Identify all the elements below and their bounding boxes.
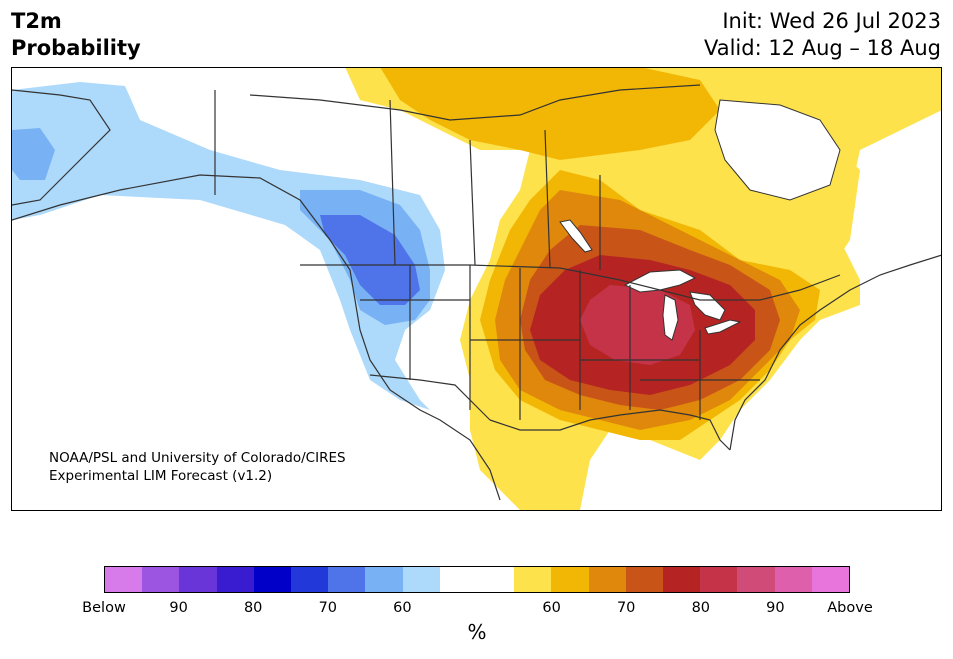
colorbar-swatch bbox=[328, 567, 366, 592]
colorbar-tick-label: 60 bbox=[393, 600, 412, 616]
map-title: T2m Probability bbox=[11, 8, 141, 62]
colorbar-swatch bbox=[663, 567, 701, 592]
colorbar-tick-label: 80 bbox=[243, 600, 263, 616]
colorbar bbox=[104, 566, 850, 593]
colorbar-swatch bbox=[439, 567, 478, 592]
below-80-area bbox=[320, 215, 420, 305]
colorbar-swatch bbox=[588, 567, 626, 592]
hudson-bay bbox=[714, 99, 841, 201]
credit-line-2: Experimental LIM Forecast (v1.2) bbox=[49, 468, 273, 484]
title-type: Probability bbox=[11, 36, 141, 60]
colorbar-tick-label: 80 bbox=[691, 600, 711, 616]
arctic-coast bbox=[249, 84, 701, 121]
colorbar-swatch bbox=[774, 567, 812, 592]
above-70-area-north bbox=[380, 67, 720, 160]
colorbar-swatch bbox=[365, 567, 403, 592]
coastlines-borders bbox=[12, 84, 942, 501]
colorbar-swatch bbox=[402, 567, 440, 592]
credit-line-1: NOAA/PSL and University of Colorado/CIRE… bbox=[49, 450, 346, 466]
colorbar-tick-label: Below bbox=[82, 600, 126, 616]
colorbar-swatch bbox=[737, 567, 775, 592]
colorbar-swatch bbox=[625, 567, 664, 592]
lake-superior bbox=[623, 269, 697, 293]
colorbar-tick-label: Above bbox=[827, 600, 873, 616]
colorbar-tick-label: 70 bbox=[318, 600, 338, 616]
colorbar-swatch bbox=[142, 567, 180, 592]
colorbar-swatch bbox=[811, 567, 850, 592]
us-canada-border bbox=[300, 264, 841, 301]
pacific-coast bbox=[12, 174, 501, 501]
forecast-dates: Init: Wed 26 Jul 2023 Valid: 12 Aug – 18… bbox=[704, 8, 941, 62]
province-lines bbox=[214, 90, 601, 270]
alaska-coast bbox=[12, 89, 111, 206]
credit-text: NOAA/PSL and University of Colorado/CIRE… bbox=[49, 449, 346, 485]
title-variable: T2m bbox=[11, 9, 62, 33]
below-70-area-alaska bbox=[12, 128, 55, 180]
colorbar-swatch bbox=[477, 567, 515, 592]
lake-erie bbox=[704, 319, 742, 335]
atlantic-coast bbox=[729, 254, 942, 451]
colorbar-swatch bbox=[253, 567, 292, 592]
below-normal-region bbox=[12, 82, 445, 410]
colorbar-swatch bbox=[551, 567, 589, 592]
lake-winnipeg bbox=[559, 219, 593, 253]
colorbar-tick-label: 90 bbox=[766, 600, 785, 616]
colorbar-tick-label: 60 bbox=[542, 600, 561, 616]
us-mexico-border bbox=[369, 374, 491, 421]
below-60-area bbox=[12, 82, 445, 410]
great-lakes bbox=[559, 99, 841, 341]
colorbar-tick-label: 70 bbox=[616, 600, 636, 616]
gulf-coast bbox=[489, 409, 731, 451]
colorbar-swatch bbox=[514, 567, 552, 592]
colorbar-swatch bbox=[700, 567, 738, 592]
init-date: Init: Wed 26 Jul 2023 bbox=[722, 9, 941, 33]
lake-huron bbox=[689, 291, 726, 321]
colorbar-swatch bbox=[216, 567, 254, 592]
lake-michigan bbox=[662, 294, 679, 341]
valid-range: Valid: 12 Aug – 18 Aug bbox=[703, 36, 941, 60]
colorbar-swatch bbox=[291, 567, 329, 592]
colorbar-tick-label: 90 bbox=[169, 600, 188, 616]
colorbar-unit-label: % bbox=[467, 620, 487, 644]
state-lines bbox=[360, 265, 760, 420]
map-frame bbox=[11, 67, 942, 511]
colorbar-swatch bbox=[105, 567, 143, 592]
colorbar-swatch bbox=[179, 567, 217, 592]
